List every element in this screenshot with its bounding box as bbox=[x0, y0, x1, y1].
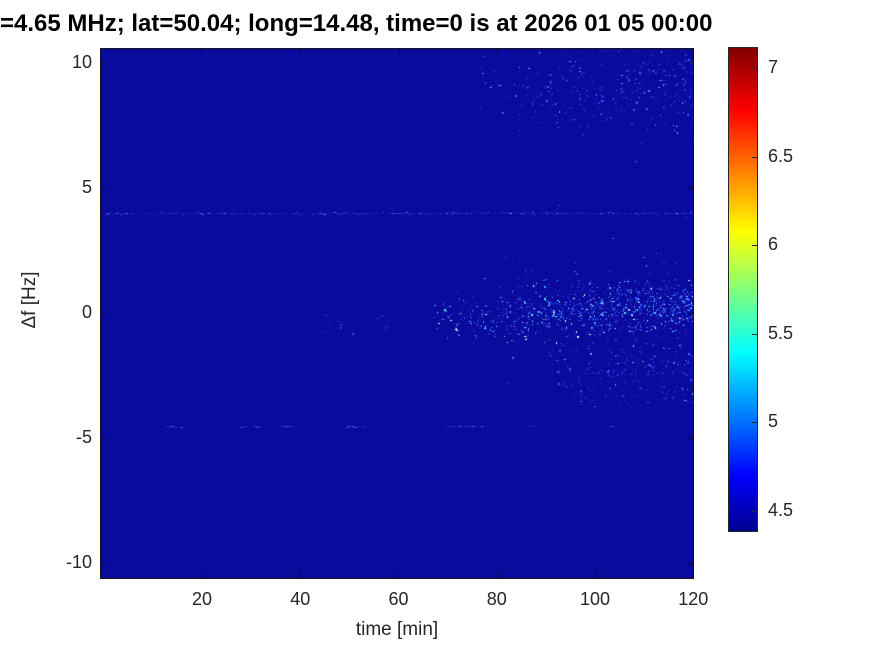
y-tick-label: 10 bbox=[71, 52, 92, 72]
colorbar-tick-label: 6 bbox=[768, 234, 779, 254]
y-axis-label: Δf [Hz] bbox=[19, 271, 40, 329]
colorbar-tick-mark bbox=[752, 511, 758, 512]
heatmap-canvas bbox=[100, 48, 694, 579]
colorbar bbox=[728, 47, 758, 532]
colorbar-tick-label: 5.5 bbox=[768, 323, 794, 343]
colorbar-tick-mark bbox=[752, 422, 758, 423]
x-tick-label: 20 bbox=[192, 589, 213, 609]
x-tick-label: 100 bbox=[579, 589, 611, 609]
y-tick-label: 5 bbox=[81, 177, 92, 197]
colorbar-tick-mark bbox=[752, 68, 758, 69]
x-tick-label: 120 bbox=[678, 589, 709, 609]
colorbar-tick-label: 7 bbox=[768, 57, 779, 77]
colorbar-tick-mark bbox=[752, 245, 758, 246]
x-tick-label: 80 bbox=[486, 589, 507, 609]
colorbar-tick-label: 5 bbox=[768, 411, 779, 431]
x-axis-label: time [min] bbox=[355, 619, 439, 640]
colorbar-tick-label: 4.5 bbox=[768, 500, 794, 520]
y-tick-label: -5 bbox=[75, 427, 92, 447]
x-tick-label: 40 bbox=[290, 589, 311, 609]
x-tick-label: 60 bbox=[388, 589, 409, 609]
y-tick-label: 0 bbox=[81, 302, 92, 322]
colorbar-tick-mark bbox=[752, 334, 758, 335]
y-tick-label: -10 bbox=[65, 552, 92, 572]
colorbar-tick-label: 6.5 bbox=[768, 146, 794, 166]
chart-title: =4.65 MHz; lat=50.04; long=14.48, time=0… bbox=[0, 10, 713, 37]
colorbar-tick-mark bbox=[752, 157, 758, 158]
